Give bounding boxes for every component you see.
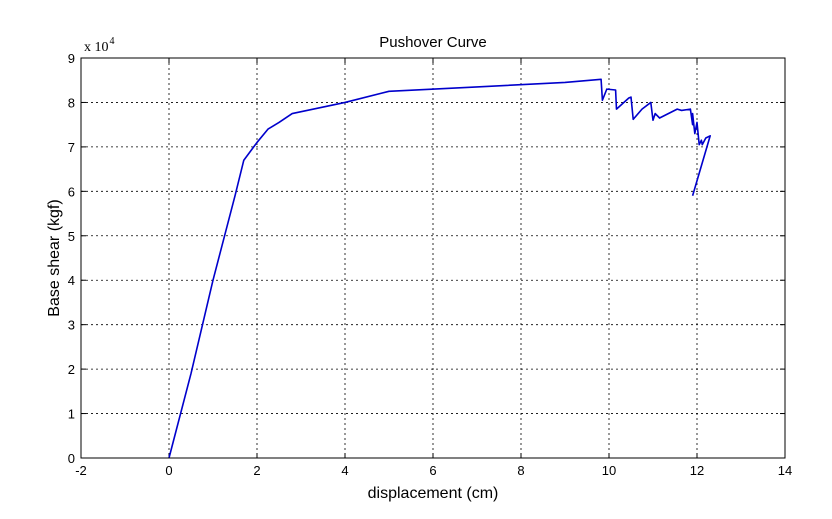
y-tick-label: 3 bbox=[68, 318, 75, 333]
x-tick-label: 14 bbox=[778, 463, 792, 478]
y-tick-labels: 0 1 2 3 4 5 6 7 8 9 bbox=[68, 51, 75, 466]
y-axis-label: Base shear (kgf) bbox=[46, 199, 63, 316]
y-tick-label: 1 bbox=[68, 407, 75, 422]
y-tick-label: 8 bbox=[68, 95, 75, 110]
grid-lines bbox=[81, 58, 785, 458]
y-tick-label: 0 bbox=[68, 451, 75, 466]
x-tick-label: 10 bbox=[602, 463, 616, 478]
plot-frame bbox=[80, 57, 786, 459]
x-tick-label: 6 bbox=[429, 463, 436, 478]
x-tick-label: 4 bbox=[341, 463, 348, 478]
chart-title: Pushover Curve bbox=[379, 34, 487, 51]
x-tick-label: 12 bbox=[690, 463, 704, 478]
y-tick-label: 7 bbox=[68, 140, 75, 155]
x-tick-labels: -2 0 2 4 6 8 10 12 14 bbox=[75, 463, 792, 478]
y-tick-label: 6 bbox=[68, 184, 75, 199]
x-tick-label: 0 bbox=[165, 463, 172, 478]
y-multiplier-exponent: 4 bbox=[110, 36, 115, 47]
series-line bbox=[168, 78, 711, 459]
x-axis-label: displacement (cm) bbox=[368, 485, 499, 502]
y-tick-label: 2 bbox=[68, 362, 75, 377]
y-multiplier-base: x 10 bbox=[84, 40, 109, 55]
x-tick-label: 8 bbox=[517, 463, 524, 478]
x-tick-label: -2 bbox=[75, 463, 87, 478]
y-multiplier: x 104 bbox=[84, 36, 115, 55]
y-tick-label: 9 bbox=[68, 51, 75, 66]
y-tick-label: 5 bbox=[68, 229, 75, 244]
y-tick-label: 4 bbox=[68, 273, 75, 288]
x-tick-label: 2 bbox=[253, 463, 260, 478]
